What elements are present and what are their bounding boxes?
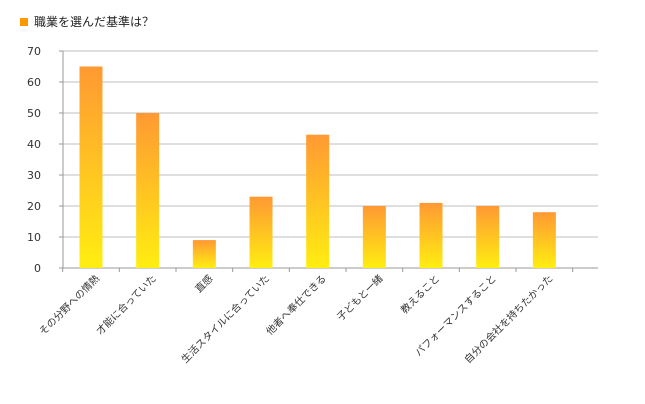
- x-tick-label: 他者へ奉仕できる: [263, 272, 329, 338]
- y-tick-label: 60: [27, 76, 41, 89]
- x-tick-label: 自分の会社を持ちたかった: [461, 272, 555, 366]
- x-tick-label: 教えること: [398, 272, 442, 316]
- bar: [249, 196, 273, 268]
- x-tick-label: 子どもと一緒: [334, 272, 385, 323]
- x-tick-label: 才能に合っていた: [93, 272, 158, 337]
- chart-title: 職業を選んだ基準は？: [20, 13, 154, 30]
- y-tick-label: 40: [27, 138, 41, 151]
- bar: [306, 134, 330, 268]
- y-tick-label: 20: [27, 200, 41, 213]
- x-tick-label: 直感: [192, 272, 215, 295]
- bar: [419, 202, 443, 268]
- y-tick-label: 70: [27, 45, 41, 58]
- bar: [136, 113, 160, 268]
- x-tick-label: その分野への情熱: [36, 272, 102, 338]
- x-tick-label: 生活スタイルに合っていた: [178, 272, 272, 366]
- bar: [476, 206, 500, 268]
- y-tick-label: 10: [27, 231, 41, 244]
- y-tick-label: 30: [27, 169, 41, 182]
- title-marker-icon: [20, 17, 28, 26]
- bar: [79, 66, 103, 268]
- bar: [532, 212, 556, 268]
- y-tick-label: 0: [34, 262, 41, 275]
- bar: [192, 240, 216, 268]
- chart-title-text: 職業を選んだ基準は？: [34, 15, 155, 29]
- bar: [362, 206, 386, 268]
- y-tick-label: 50: [27, 107, 41, 120]
